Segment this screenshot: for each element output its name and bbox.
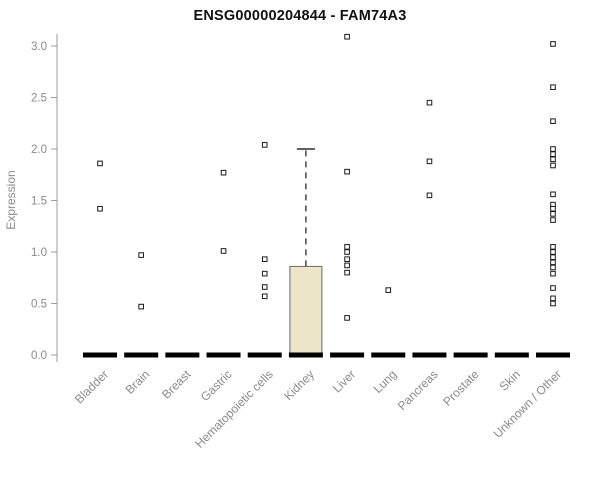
y-tick-label: 1.0 bbox=[31, 247, 47, 259]
outlier-point bbox=[344, 168, 350, 175]
outlier-point bbox=[550, 151, 556, 157]
outlier-point bbox=[344, 249, 350, 255]
outlier-point bbox=[385, 287, 392, 293]
x-category-label: Skin bbox=[497, 367, 523, 393]
y-axis-label: Expression bbox=[4, 170, 18, 229]
x-category-label: Gastric bbox=[198, 367, 235, 404]
y-tick-label: 0.5 bbox=[31, 299, 47, 311]
outlier-point bbox=[550, 264, 556, 271]
median-bar bbox=[288, 352, 323, 358]
outlier-point bbox=[97, 160, 103, 167]
outlier-point bbox=[426, 158, 433, 165]
outlier-point bbox=[261, 256, 268, 263]
median-bar bbox=[536, 352, 570, 358]
median-bar bbox=[206, 352, 241, 358]
outlier-point bbox=[261, 142, 268, 148]
median-bar bbox=[453, 352, 488, 358]
outlier-point bbox=[550, 146, 556, 152]
outlier-point bbox=[344, 256, 350, 263]
median-bar bbox=[165, 352, 200, 358]
outlier-point bbox=[426, 192, 433, 199]
median-bar bbox=[247, 352, 282, 358]
outlier-point bbox=[550, 162, 556, 169]
outlier-point bbox=[550, 300, 556, 307]
y-tick-label: 2.5 bbox=[31, 93, 47, 105]
outlier-point bbox=[97, 205, 103, 212]
outlier-point bbox=[550, 244, 556, 250]
outlier-point bbox=[550, 118, 556, 124]
outlier-point bbox=[138, 252, 144, 258]
x-category-label: Lung bbox=[371, 367, 400, 396]
outlier-point bbox=[550, 254, 556, 260]
outlier-point bbox=[550, 217, 556, 223]
outlier-point bbox=[261, 293, 268, 300]
x-category-label: Liver bbox=[330, 367, 358, 395]
x-category-label: Hematopoietic cells bbox=[192, 367, 275, 450]
outlier-point bbox=[550, 211, 556, 217]
outlier-point bbox=[344, 269, 350, 276]
x-category-label: Pancreas bbox=[395, 367, 441, 413]
median-bar bbox=[412, 352, 447, 358]
outlier-point bbox=[550, 84, 556, 91]
outlier-point bbox=[550, 270, 556, 277]
outlier-point bbox=[344, 262, 350, 269]
y-tick-label: 1.5 bbox=[31, 196, 47, 208]
x-category-label: Kidney bbox=[281, 367, 317, 403]
median-bar bbox=[371, 352, 406, 358]
outlier-point bbox=[550, 205, 556, 212]
outlier-point bbox=[550, 41, 556, 47]
outlier-point bbox=[550, 259, 556, 266]
outlier-point bbox=[344, 33, 350, 40]
outlier-point bbox=[220, 169, 227, 176]
outlier-point bbox=[550, 285, 556, 291]
outlier-point bbox=[261, 270, 268, 277]
outlier-point bbox=[220, 248, 227, 254]
y-tick-label: 2.0 bbox=[31, 144, 47, 156]
box-body bbox=[289, 265, 323, 356]
y-tick-label: 3.0 bbox=[31, 41, 47, 53]
outlier-point bbox=[344, 315, 350, 321]
outlier-point bbox=[426, 99, 433, 106]
outlier-point bbox=[344, 244, 350, 250]
outlier-point bbox=[550, 295, 556, 302]
y-tick-label: 0.0 bbox=[31, 350, 47, 362]
outlier-point bbox=[138, 303, 144, 310]
chart-title: ENSG00000204844 - FAM74A3 bbox=[193, 8, 407, 24]
outlier-point bbox=[550, 156, 556, 163]
x-category-label: Brain bbox=[123, 367, 153, 397]
median-bar bbox=[83, 352, 117, 358]
median-bar bbox=[124, 352, 159, 358]
median-bar bbox=[330, 352, 365, 358]
x-category-label: Bladder bbox=[72, 367, 111, 406]
median-bar bbox=[494, 352, 529, 358]
outlier-point bbox=[550, 191, 556, 198]
x-category-label: Breast bbox=[159, 367, 194, 402]
outlier-point bbox=[550, 249, 556, 255]
x-category-label: Prostate bbox=[440, 367, 482, 409]
outlier-point bbox=[261, 284, 268, 290]
